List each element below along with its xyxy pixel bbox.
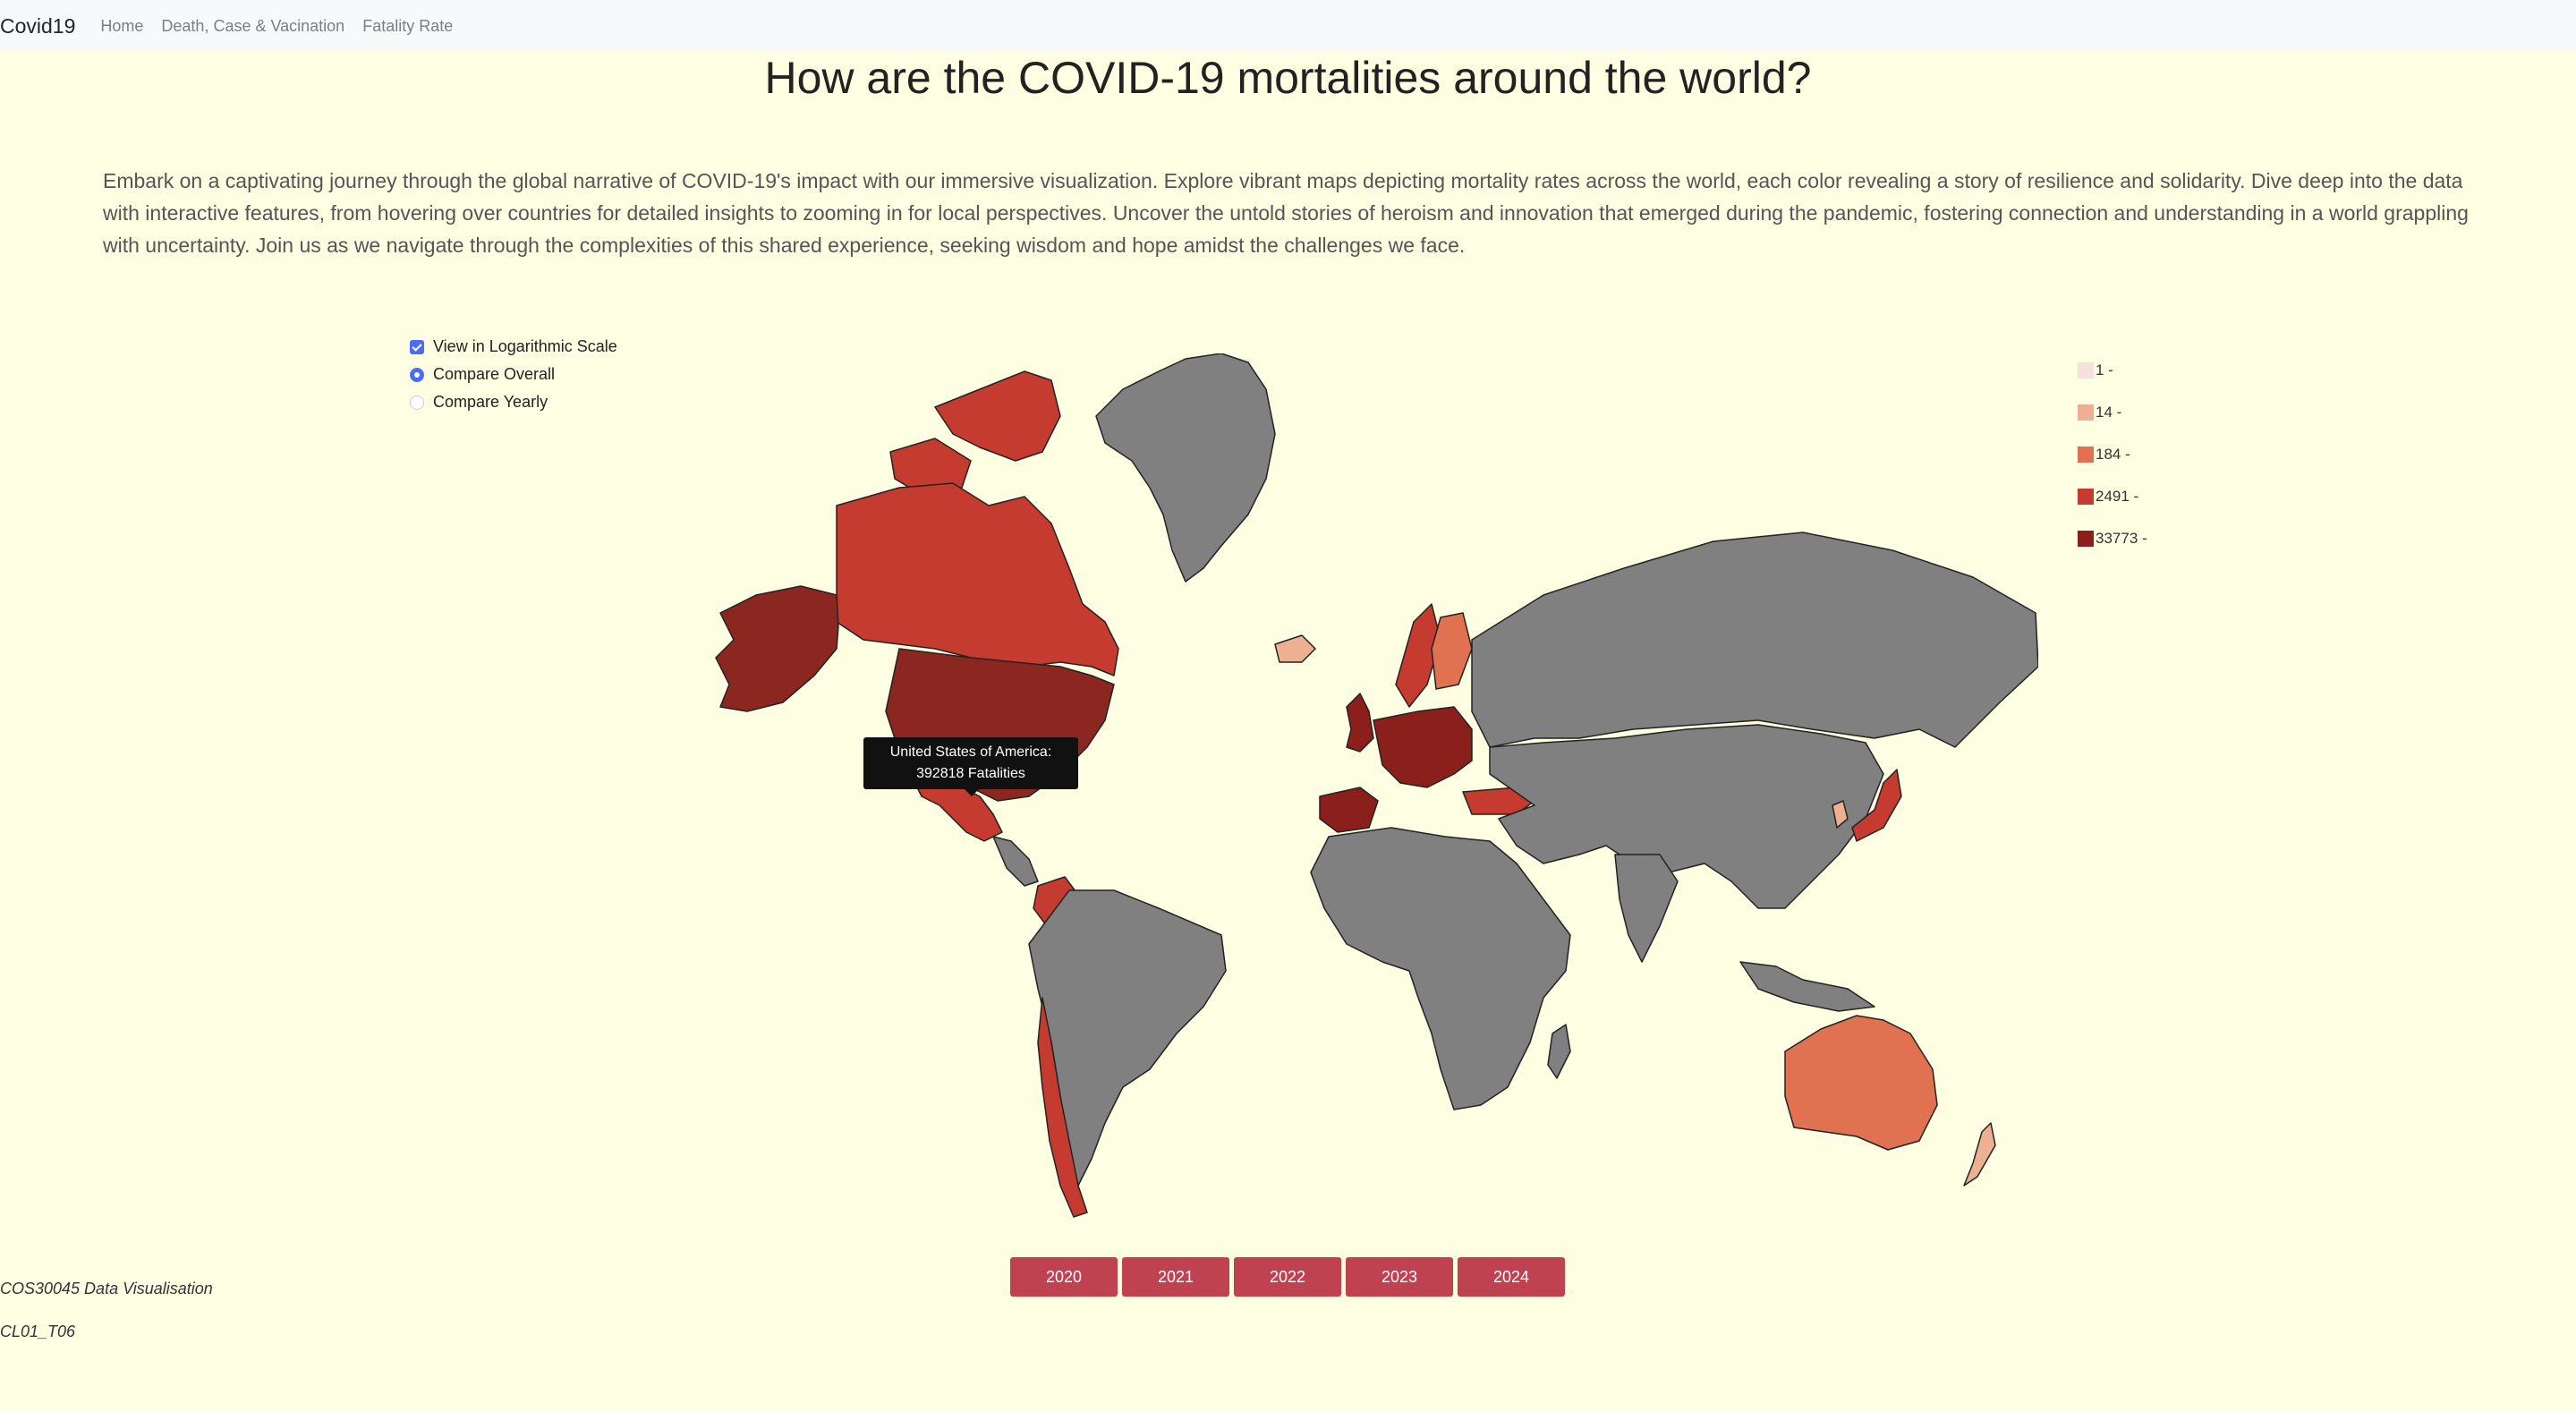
footer-course: COS30045 Data Visualisation: [0, 1280, 213, 1297]
legend-swatch: [2078, 530, 2094, 547]
compare-overall-option[interactable]: Compare Overall: [410, 361, 617, 388]
legend-swatch: [2078, 404, 2094, 421]
nav-link-death-case-vaccination[interactable]: Death, Case & Vacination: [161, 16, 345, 35]
country-turkey[interactable]: [1462, 787, 1535, 815]
country-japan[interactable]: [1851, 769, 1902, 842]
world-choropleth-map[interactable]: [684, 353, 2039, 1230]
country-usa-alaska[interactable]: [715, 585, 839, 712]
country-canada[interactable]: [836, 482, 1119, 676]
brand-link[interactable]: Covid19: [0, 13, 76, 38]
legend-item: 14 -: [2078, 391, 2147, 433]
country-chile[interactable]: [1037, 997, 1088, 1218]
intro-paragraph: Embark on a captivating journey through …: [103, 169, 2469, 257]
map-legend: 1 - 14 - 184 - 2491 - 33773 -: [2078, 349, 2147, 559]
country-central-america[interactable]: [992, 836, 1039, 887]
country-europe-core[interactable]: [1373, 706, 1473, 788]
country-spain[interactable]: [1319, 787, 1379, 833]
year-button-2022[interactable]: 2022: [1234, 1257, 1341, 1297]
country-iceland[interactable]: [1274, 634, 1316, 663]
compare-yearly-radio[interactable]: [410, 395, 424, 410]
year-button-2024[interactable]: 2024: [1458, 1257, 1565, 1297]
legend-label: 14 -: [2096, 403, 2122, 421]
compare-overall-radio[interactable]: [410, 367, 424, 382]
compare-overall-label: Compare Overall: [433, 365, 556, 383]
country-madagascar[interactable]: [1547, 1024, 1571, 1079]
year-button-2021[interactable]: 2021: [1122, 1257, 1229, 1297]
log-scale-option[interactable]: View in Logarithmic Scale: [410, 333, 617, 361]
country-russia[interactable]: [1471, 532, 2039, 748]
legend-swatch: [2078, 362, 2094, 379]
compare-yearly-label: Compare Yearly: [433, 393, 548, 411]
legend-label: 1 -: [2096, 361, 2113, 379]
page-title: How are the COVID-19 mortalities around …: [764, 53, 1812, 103]
country-brazil-region[interactable]: [1028, 889, 1227, 1187]
year-button-group: 2020 2021 2022 2023 2024: [1010, 1257, 1569, 1297]
legend-item: 1 -: [2078, 349, 2147, 391]
country-southeast-asia[interactable]: [1739, 961, 1875, 1012]
world-map-svg[interactable]: [684, 353, 2039, 1230]
country-australia[interactable]: [1784, 1015, 1938, 1151]
tooltip-country: United States of America:: [889, 744, 1052, 760]
country-africa[interactable]: [1310, 827, 1571, 1110]
legend-label: 184 -: [2096, 445, 2130, 463]
year-button-2023[interactable]: 2023: [1346, 1257, 1453, 1297]
year-button-2020[interactable]: 2020: [1010, 1257, 1118, 1297]
country-south-korea[interactable]: [1832, 800, 1849, 829]
footer-group: CL01_T06: [0, 1323, 76, 1340]
legend-item: 33773 -: [2078, 517, 2147, 559]
tooltip-value: 392818 Fatalities: [916, 766, 1025, 781]
country-india[interactable]: [1614, 854, 1679, 963]
map-controls: View in Logarithmic Scale Compare Overal…: [410, 333, 617, 416]
country-new-zealand[interactable]: [1963, 1122, 1996, 1187]
nav-link-home[interactable]: Home: [100, 16, 144, 35]
legend-label: 33773 -: [2096, 529, 2147, 547]
country-finland[interactable]: [1431, 612, 1473, 690]
legend-swatch: [2078, 488, 2094, 505]
legend-item: 2491 -: [2078, 475, 2147, 517]
compare-yearly-option[interactable]: Compare Yearly: [410, 388, 617, 416]
legend-item: 184 -: [2078, 433, 2147, 475]
country-canada-islands[interactable]: [889, 370, 1061, 493]
log-scale-label: View in Logarithmic Scale: [433, 337, 617, 355]
navbar: Covid19 Home Death, Case & Vacination Fa…: [0, 0, 2576, 52]
legend-swatch: [2078, 446, 2094, 463]
legend-label: 2491 -: [2096, 487, 2139, 505]
country-asia-mainland[interactable]: [1489, 724, 1884, 909]
country-greenland[interactable]: [1095, 353, 1276, 583]
country-united-kingdom[interactable]: [1346, 693, 1374, 753]
log-scale-checkbox[interactable]: [410, 339, 424, 354]
nav-link-fatality-rate[interactable]: Fatality Rate: [362, 16, 454, 35]
country-tooltip: United States of America: 392818 Fatalit…: [863, 737, 1078, 796]
